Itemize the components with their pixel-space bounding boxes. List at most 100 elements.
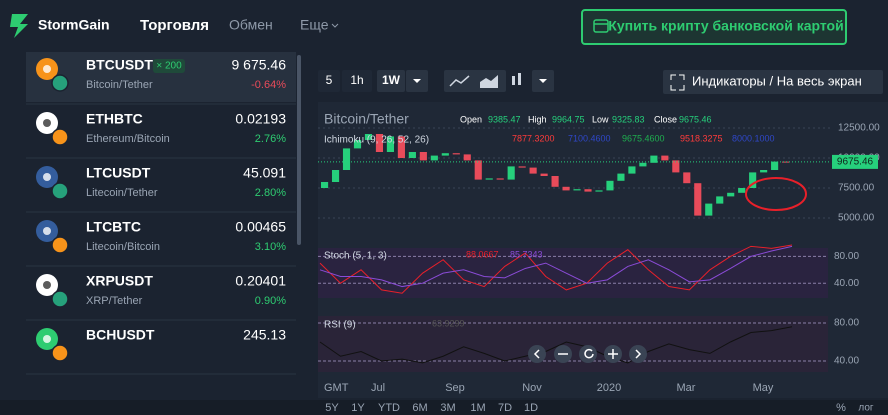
indicator-value: 9518.3275 (680, 133, 723, 143)
candle (595, 190, 603, 192)
ohlc-value: 9325.83 (612, 114, 645, 124)
nav-glyph (584, 348, 594, 359)
y-tick-label: 40.00 (834, 278, 859, 289)
fullscreen-icon (670, 74, 685, 91)
candle (771, 161, 779, 170)
candle-icon (518, 73, 521, 85)
indicator-label: RSI (9) (324, 320, 356, 331)
ohlc-value: 9675.46 (679, 114, 712, 124)
buy-button[interactable] (581, 9, 847, 45)
indicator-value: 63.9299 (432, 318, 465, 328)
nav-link[interactable]: Обмен (229, 17, 273, 33)
candle (529, 167, 537, 174)
range-button[interactable]: YTD (378, 402, 400, 414)
toolbar: 5 1h 1W Индикаторы / На весь экран (318, 70, 883, 94)
x-tick-label: Sep (445, 382, 465, 394)
candle (452, 153, 460, 155)
candle-icon (512, 76, 515, 85)
ohlc-value: 9385.47 (488, 114, 521, 124)
nav-link[interactable]: Торговля (140, 17, 209, 34)
ohlc-label: Close (654, 114, 677, 124)
area-chart-icon (480, 75, 498, 88)
indicator-value: 85.7343 (510, 249, 543, 259)
chart-title: Bitcoin/Tether (324, 111, 409, 127)
asset-change: 2.80% (255, 187, 286, 199)
range-button[interactable]: 1Y (351, 402, 365, 414)
candle (386, 136, 394, 152)
candle (661, 155, 669, 161)
candle (650, 155, 658, 163)
candle (639, 162, 647, 167)
asset-symbol: BCHUSDT (86, 327, 155, 343)
candle (672, 160, 680, 173)
indicator-label: Stoch (5, 1, 3) (324, 251, 387, 262)
nav-button[interactable] (629, 345, 647, 363)
candle (408, 152, 416, 158)
asset-change: 0.90% (255, 295, 286, 307)
coin-icon-inner (43, 281, 51, 289)
indicator-value: 9675.4600 (622, 133, 665, 143)
candle (375, 134, 384, 152)
asset-price: 45.091 (243, 165, 286, 181)
indicators-button[interactable] (663, 70, 883, 94)
candle (496, 178, 504, 180)
candle (738, 188, 746, 193)
interval-label: 1h (350, 73, 363, 87)
y-tick-label: 5000.00 (838, 213, 875, 224)
last-price-box (832, 154, 878, 169)
candle (430, 155, 438, 161)
x-tick-label: 2020 (597, 382, 621, 394)
ohlc-label: Open (460, 114, 482, 124)
indicator-value: 8000.1000 (732, 133, 775, 143)
chevron (331, 23, 339, 28)
candle (782, 161, 790, 163)
quote-icon (51, 74, 69, 92)
x-tick-label: Mar (677, 382, 696, 394)
range-button[interactable]: 6M (412, 402, 427, 414)
interval-button[interactable] (377, 70, 405, 92)
range-button[interactable]: 3M (440, 402, 455, 414)
scale-option: % (836, 402, 846, 414)
candle (353, 140, 362, 149)
interval-button[interactable] (342, 70, 372, 92)
y-tick-label: 80.00 (834, 251, 859, 262)
bottom-bar (0, 400, 888, 415)
range-button[interactable]: 1M (470, 402, 485, 414)
candle (573, 189, 581, 191)
candle (683, 172, 691, 184)
indicator-value: 7100.4600 (568, 133, 611, 143)
indicator-label: Ichimoku (9, 26, 52, 26) (324, 135, 429, 146)
coin-icon-inner (43, 173, 51, 181)
asset-symbol: LTCBTC (86, 219, 141, 235)
last-price-label: 9675.46 (837, 157, 874, 168)
dropdown-arrow (539, 79, 547, 83)
scrollbar[interactable] (297, 55, 301, 245)
indicator-value: 7877.3200 (512, 133, 555, 143)
asset-name: XRP/Tether (86, 295, 143, 307)
candle (628, 166, 636, 174)
nav-button[interactable] (579, 345, 597, 363)
logo-text[interactable]: StormGain (38, 17, 110, 33)
candle (485, 178, 493, 180)
chart: 12500.0010000.007500.005000.009675.46Bit… (318, 111, 880, 394)
candle (397, 136, 405, 158)
range-button[interactable]: 5Y (325, 402, 339, 414)
asset-change: -0.64% (251, 79, 286, 91)
leverage-badge-text: × 200 (156, 61, 182, 72)
line-chart-icon (449, 75, 470, 87)
candle (716, 196, 724, 204)
nav-button[interactable] (528, 345, 546, 363)
range-button[interactable]: 7D (498, 402, 512, 414)
buy-button-text[interactable]: Купить крипту банковской картой (608, 18, 843, 34)
interval-button[interactable] (318, 70, 340, 92)
range-button[interactable]: 1D (524, 402, 538, 414)
y-tick-label: 7500.00 (838, 183, 875, 194)
timezone-label: GMT (324, 382, 349, 394)
asset-symbol: LTCUSDT (86, 165, 151, 181)
asset-change: 2.76% (255, 133, 286, 145)
quote-icon (51, 290, 69, 308)
nav-link[interactable]: Еще (300, 17, 329, 33)
candle (705, 203, 713, 216)
card-icon (593, 19, 609, 33)
asset-price: 0.02193 (235, 111, 286, 127)
